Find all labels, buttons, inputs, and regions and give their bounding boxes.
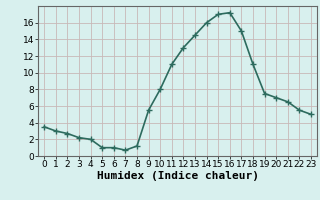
X-axis label: Humidex (Indice chaleur): Humidex (Indice chaleur) [97, 171, 259, 181]
